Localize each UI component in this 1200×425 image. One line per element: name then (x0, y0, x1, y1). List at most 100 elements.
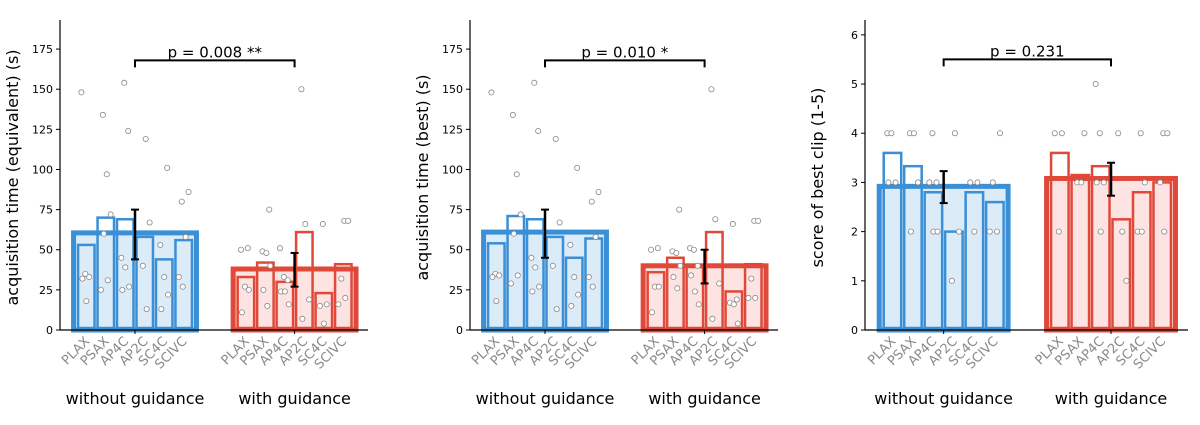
y-tick-label: 75 (449, 204, 463, 217)
data-point (245, 286, 252, 293)
data-point (971, 228, 978, 235)
overall-bar (876, 183, 1011, 333)
group-label: with guidance (238, 389, 351, 408)
y-tick-label: 100 (32, 163, 53, 176)
view-bar (665, 256, 685, 330)
group-label: without guidance (874, 389, 1013, 408)
data-point (734, 320, 741, 327)
view-bar (174, 238, 194, 330)
data-point (673, 249, 680, 256)
data-point (238, 246, 245, 253)
y-tick-label: 150 (32, 83, 53, 96)
data-point (648, 309, 655, 316)
data-point (517, 211, 524, 218)
view-bar (275, 280, 295, 330)
data-point (264, 302, 271, 309)
data-point (885, 179, 892, 186)
data-point (687, 272, 694, 279)
data-point (892, 179, 899, 186)
data-point (489, 274, 496, 281)
view-bar (506, 214, 526, 330)
data-point (179, 283, 186, 290)
data-point (690, 246, 697, 253)
data-point (104, 277, 111, 284)
data-point (1137, 130, 1144, 137)
view-bar (294, 230, 314, 330)
data-point (510, 230, 517, 237)
y-tick-label: 50 (449, 244, 463, 257)
view-bar (76, 243, 96, 330)
data-point (1138, 228, 1145, 235)
data-point (933, 179, 940, 186)
y-tick-label: 150 (442, 83, 463, 96)
significance-bracket (544, 59, 706, 68)
data-point (298, 86, 305, 93)
y-axis-label: acquisition time (best) (s) (413, 74, 432, 280)
data-point (320, 320, 327, 327)
data-point (993, 228, 1000, 235)
p-value-annotation: p = 0.231 (990, 42, 1065, 60)
panel-2: 0 25 50 75 100 125 150 175 acquisition time (bes… (413, 20, 778, 408)
data-point (78, 89, 85, 96)
data-point (716, 280, 723, 287)
data-point (967, 179, 974, 186)
y-tick-label: 5 (851, 78, 858, 91)
data-point (496, 272, 503, 279)
y-axis-label: score of best clip (1-5) (808, 88, 827, 268)
data-point (100, 230, 107, 237)
y-tick-label: 125 (32, 123, 53, 136)
y-tick-label: 125 (442, 123, 463, 136)
data-point (695, 301, 702, 308)
overall-bar (1044, 175, 1178, 333)
data-point (1097, 228, 1104, 235)
data-point (549, 262, 556, 269)
data-point (267, 262, 274, 269)
data-point (691, 288, 698, 295)
data-point (513, 171, 520, 178)
data-point (244, 245, 251, 252)
data-point (125, 127, 132, 134)
data-point (143, 306, 150, 313)
data-point (306, 296, 313, 303)
data-point (118, 254, 125, 261)
data-point (1141, 179, 1148, 186)
data-point (345, 217, 352, 224)
data-point (164, 164, 171, 171)
y-tick-label: 0 (46, 324, 53, 337)
data-point (342, 294, 349, 301)
data-point (488, 89, 495, 96)
data-point (567, 241, 574, 248)
y-tick-label: 6 (851, 29, 858, 42)
data-point (677, 262, 684, 269)
group-label: without guidance (66, 389, 205, 408)
y-tick-label: 3 (851, 176, 858, 189)
data-point (556, 219, 563, 226)
data-point (280, 274, 287, 281)
data-point (165, 291, 172, 298)
view-bar (1070, 173, 1091, 330)
y-tick-label: 0 (851, 324, 858, 337)
view-bar (964, 191, 985, 330)
data-point (996, 130, 1003, 137)
y-tick-label: 175 (32, 43, 53, 56)
y-tick-label: 4 (851, 127, 858, 140)
data-point (83, 298, 90, 305)
data-point (574, 164, 581, 171)
data-point (589, 283, 596, 290)
data-point (119, 286, 126, 293)
data-point (588, 198, 595, 205)
data-point (1161, 228, 1168, 235)
data-point (748, 275, 755, 282)
data-point (934, 228, 941, 235)
data-point (1119, 228, 1126, 235)
data-point (107, 211, 114, 218)
view-bar (984, 200, 1005, 330)
data-point (1100, 179, 1107, 186)
data-point (284, 277, 291, 284)
significance-bracket (134, 59, 296, 68)
data-point (536, 283, 543, 290)
view-bar (333, 262, 353, 330)
data-point (568, 302, 575, 309)
view-bar (704, 230, 724, 330)
